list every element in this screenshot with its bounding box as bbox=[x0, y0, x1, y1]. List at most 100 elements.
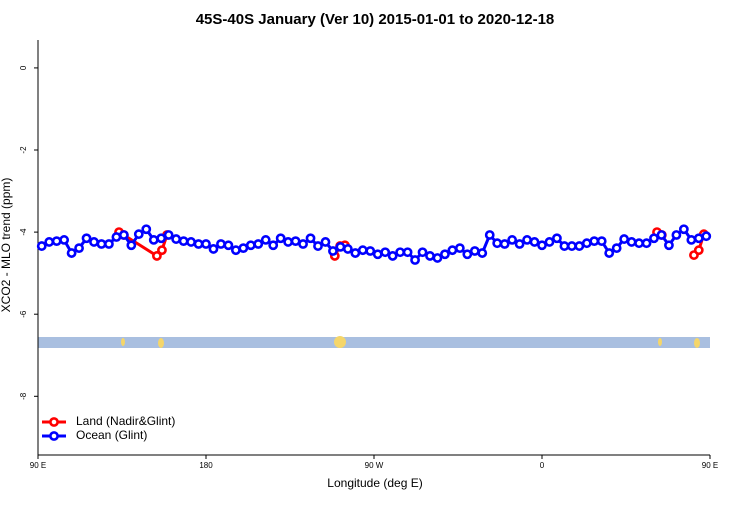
legend-marker bbox=[49, 431, 59, 441]
y-tick-label: -6 bbox=[19, 310, 28, 318]
legend-marker bbox=[49, 417, 59, 427]
point bbox=[156, 233, 167, 244]
point bbox=[507, 235, 518, 245]
point bbox=[701, 231, 712, 242]
point bbox=[432, 253, 443, 263]
point bbox=[186, 237, 196, 247]
land-patch bbox=[158, 338, 164, 348]
land-patch bbox=[694, 338, 700, 348]
point bbox=[305, 233, 316, 244]
point bbox=[238, 243, 249, 254]
x-tick-label: 90 W bbox=[365, 461, 384, 470]
point bbox=[664, 240, 674, 251]
point bbox=[589, 236, 600, 247]
point bbox=[193, 239, 204, 249]
point bbox=[410, 255, 420, 265]
point bbox=[320, 237, 331, 247]
land-mask-strip bbox=[38, 336, 710, 348]
point bbox=[74, 243, 84, 254]
point bbox=[157, 245, 167, 256]
x-tick-label: 180 bbox=[199, 461, 213, 470]
point bbox=[634, 238, 644, 249]
point bbox=[559, 241, 570, 251]
point bbox=[201, 239, 211, 249]
point bbox=[230, 245, 241, 256]
point bbox=[395, 247, 406, 258]
point bbox=[566, 241, 577, 251]
point bbox=[611, 243, 622, 254]
point bbox=[619, 234, 630, 244]
point bbox=[484, 230, 495, 240]
point bbox=[372, 249, 383, 260]
point bbox=[350, 248, 361, 258]
point bbox=[402, 247, 413, 258]
point bbox=[425, 251, 435, 261]
point bbox=[96, 239, 107, 249]
point bbox=[111, 232, 122, 242]
point bbox=[104, 239, 114, 249]
point bbox=[148, 235, 159, 245]
point bbox=[522, 235, 532, 245]
point bbox=[514, 239, 525, 249]
point bbox=[59, 235, 70, 245]
point bbox=[649, 233, 659, 244]
y-tick-label: -4 bbox=[19, 228, 28, 236]
point bbox=[268, 240, 279, 251]
y-tick-label: 0 bbox=[19, 65, 28, 70]
point bbox=[118, 230, 129, 240]
point bbox=[656, 230, 667, 240]
point bbox=[126, 240, 137, 251]
land-patch bbox=[658, 338, 662, 346]
point bbox=[245, 240, 256, 251]
land-patch bbox=[334, 336, 346, 348]
point bbox=[163, 230, 174, 240]
y-axis-label: XCO2 - MLO trend (ppm) bbox=[0, 178, 13, 313]
point bbox=[365, 246, 376, 256]
x-tick-label: 0 bbox=[540, 461, 545, 470]
point bbox=[223, 240, 234, 251]
point bbox=[152, 251, 162, 261]
point bbox=[454, 243, 465, 254]
point bbox=[626, 237, 637, 247]
point bbox=[440, 249, 450, 260]
point bbox=[89, 237, 99, 247]
point bbox=[477, 248, 488, 258]
point bbox=[216, 239, 226, 249]
point bbox=[357, 245, 368, 256]
point bbox=[335, 241, 346, 252]
point bbox=[260, 235, 271, 245]
point bbox=[36, 241, 47, 251]
series bbox=[36, 224, 712, 265]
point bbox=[81, 233, 92, 244]
point bbox=[342, 244, 353, 254]
point bbox=[544, 237, 555, 247]
point bbox=[604, 248, 615, 258]
point bbox=[447, 245, 458, 256]
point bbox=[178, 236, 189, 247]
point bbox=[283, 237, 294, 247]
point bbox=[492, 238, 503, 249]
point bbox=[693, 245, 704, 256]
ocean-strip bbox=[38, 337, 710, 348]
point bbox=[380, 247, 391, 258]
x-tick-label: 90 E bbox=[30, 461, 46, 470]
point bbox=[290, 236, 301, 247]
point bbox=[171, 234, 182, 244]
point bbox=[44, 237, 55, 247]
point bbox=[552, 233, 562, 244]
point bbox=[574, 241, 585, 251]
point bbox=[693, 233, 704, 244]
point bbox=[328, 246, 338, 256]
point bbox=[529, 237, 540, 247]
legend-label: Land (Nadir&Glint) bbox=[76, 414, 175, 428]
point bbox=[581, 238, 592, 249]
x-axis-label: Longitude (deg E) bbox=[327, 476, 422, 490]
legend-label: Ocean (Glint) bbox=[76, 428, 147, 442]
point bbox=[671, 230, 682, 240]
point bbox=[66, 248, 77, 258]
point bbox=[678, 224, 689, 235]
point bbox=[298, 239, 308, 249]
y-tick-label: -2 bbox=[19, 146, 28, 154]
